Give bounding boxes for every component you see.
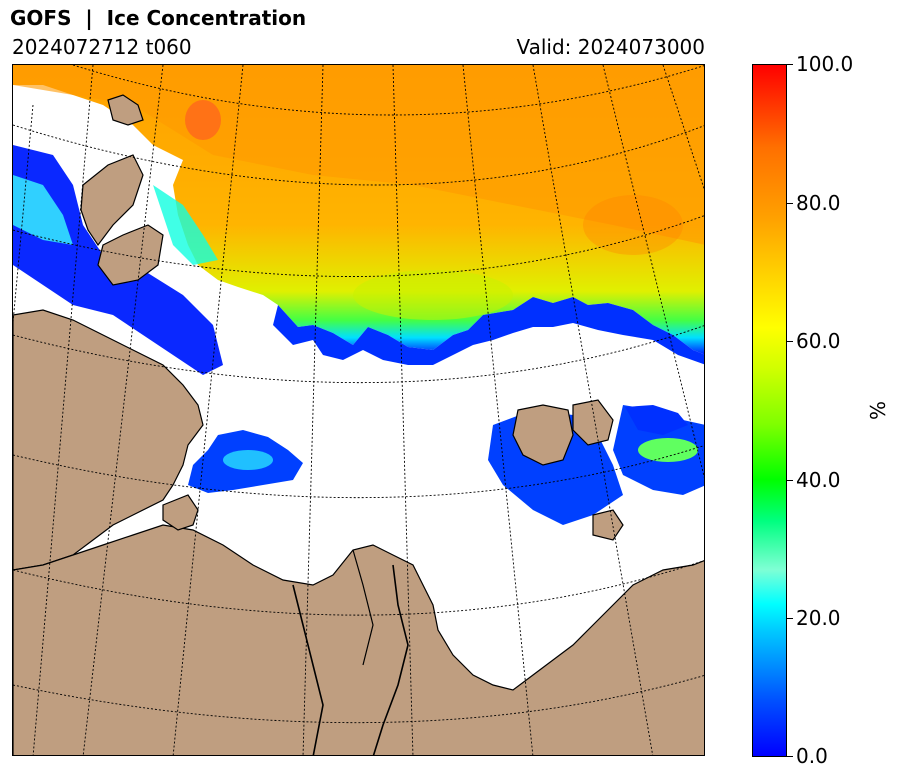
colorbar-tick-label: 60.0 [796,329,841,353]
land-island-center-right [512,404,574,466]
map-canvas [13,65,704,755]
init-time-label: 2024072712 t060 [12,35,192,59]
colorbar-tick-label: 0.0 [796,744,828,768]
chart-title: GOFS | Ice Concentration [10,6,307,30]
colorbar-tick-label: 20.0 [796,606,841,630]
map-panel [12,64,705,756]
land-mainland-south [13,524,704,755]
colorbar-tick-label: 100.0 [796,52,854,76]
ice-edge-band [273,297,704,365]
land-island-upper-left [80,154,144,247]
valid-time-label: Valid: 2024073000 [516,35,705,59]
colorbar-tick [787,618,793,619]
colorbar-unit-label: % [866,400,890,420]
colorbar [752,64,787,757]
colorbar-tick [787,480,793,481]
colorbar-tick [787,64,793,65]
colorbar-tick [787,203,793,204]
colorbar-tick [787,341,793,342]
colorbar-tick-label: 80.0 [796,191,841,215]
land-mainland-west [13,309,204,571]
colorbar-tick [787,756,793,757]
colorbar-tick-label: 40.0 [796,468,841,492]
